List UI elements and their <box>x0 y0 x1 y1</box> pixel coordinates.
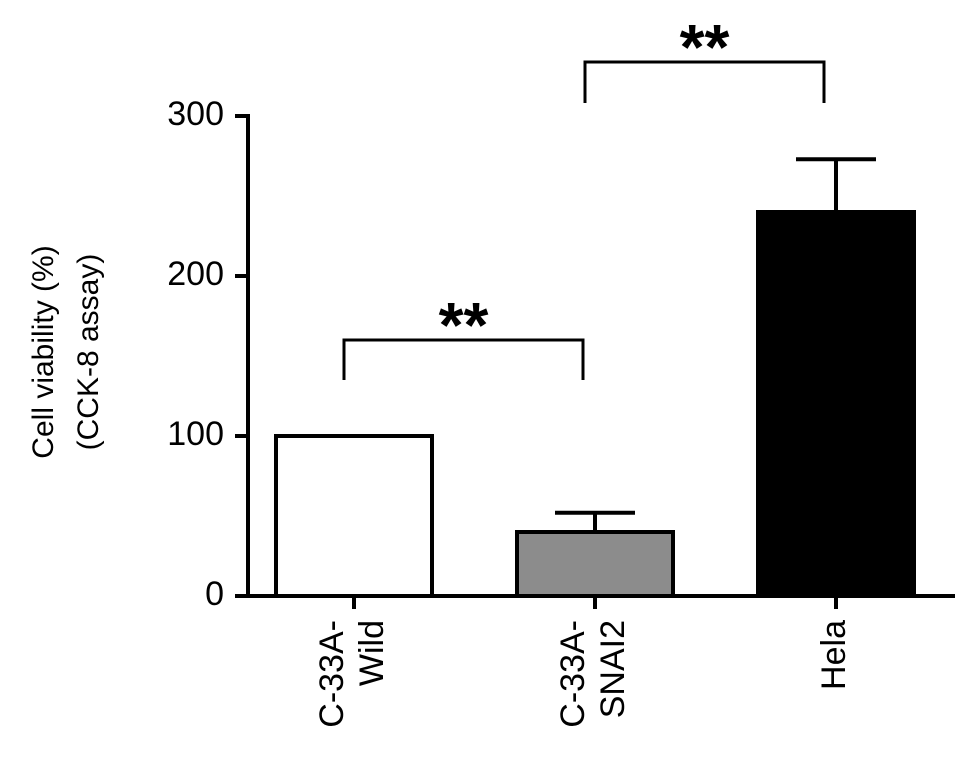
x-tick-label: C-33A- <box>554 620 592 728</box>
y-tick-label: 200 <box>167 255 224 293</box>
significance-label: ** <box>680 11 730 83</box>
significance-label: ** <box>439 289 489 361</box>
x-tick-label: Wild <box>353 620 391 686</box>
y-tick-label: 100 <box>167 415 224 453</box>
y-tick-label: 300 <box>167 95 224 133</box>
x-tick-label: C-33A- <box>313 620 351 728</box>
bar <box>756 210 916 598</box>
x-tick-label: SNAI2 <box>594 620 632 718</box>
x-tick-label: Hela <box>815 620 853 690</box>
y-axis-label: Cell viability (%) <box>27 245 60 458</box>
bar <box>515 530 675 598</box>
y-axis-label: (CCK-8 assay) <box>72 254 105 451</box>
y-tick-label: 0 <box>205 575 224 613</box>
significance-bracket <box>342 338 585 380</box>
bar <box>274 434 434 598</box>
significance-bracket <box>583 60 826 103</box>
